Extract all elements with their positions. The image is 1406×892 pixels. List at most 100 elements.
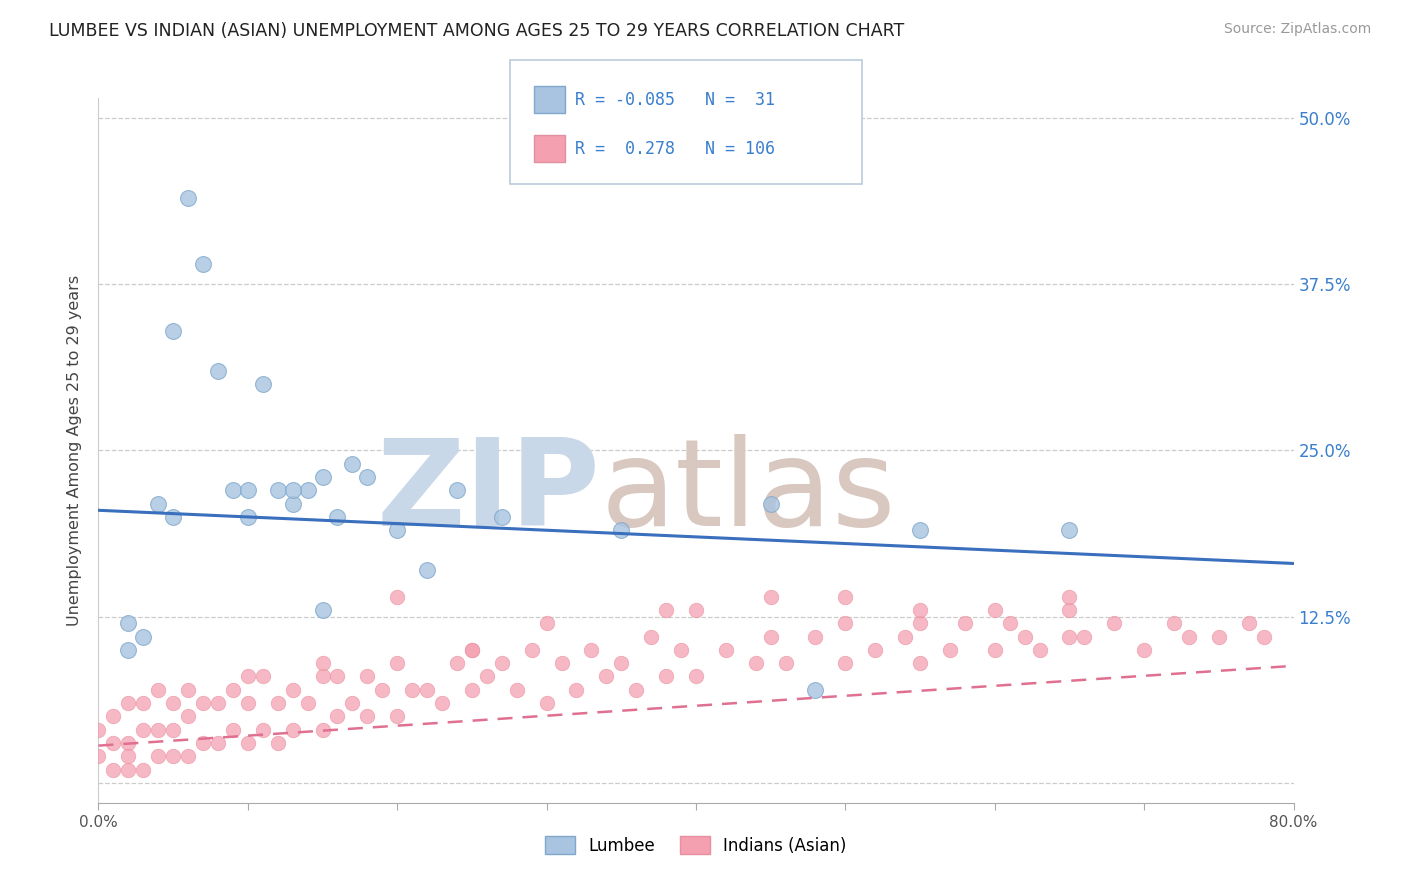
Text: LUMBEE VS INDIAN (ASIAN) UNEMPLOYMENT AMONG AGES 25 TO 29 YEARS CORRELATION CHAR: LUMBEE VS INDIAN (ASIAN) UNEMPLOYMENT AM… [49,22,904,40]
Point [117,643,139,657]
Point [267,736,290,750]
Point [640,630,662,644]
Point [536,696,558,710]
Point [745,656,768,670]
Point [236,736,259,750]
Point [311,669,333,683]
Point [342,457,364,471]
Point [236,669,259,683]
Point [685,603,707,617]
Point [385,709,409,723]
Point [865,643,887,657]
Point [581,643,603,657]
Point [1104,616,1126,631]
Point [117,696,139,710]
Point [1178,630,1201,644]
Point [908,603,931,617]
Point [475,669,498,683]
Point [191,257,214,271]
Point [610,656,633,670]
Point [252,723,274,737]
Text: atlas: atlas [600,434,896,551]
Point [87,749,110,764]
Point [311,603,333,617]
Point [162,696,184,710]
Point [759,497,782,511]
Point [536,616,558,631]
Point [908,656,931,670]
Point [207,736,229,750]
Point [908,523,931,537]
Point [311,656,333,670]
Y-axis label: Unemployment Among Ages 25 to 29 years: Unemployment Among Ages 25 to 29 years [67,275,83,626]
Point [326,669,349,683]
Point [998,616,1021,631]
Point [117,749,139,764]
Point [416,563,439,577]
Point [342,696,364,710]
Point [1133,643,1156,657]
Point [714,643,737,657]
Point [834,590,856,604]
Point [506,682,529,697]
Point [117,763,139,777]
Point [103,763,125,777]
Point [162,723,184,737]
Point [162,510,184,524]
Point [1059,603,1081,617]
Point [446,483,468,498]
Point [491,656,513,670]
Point [1059,590,1081,604]
Point [385,656,409,670]
Point [132,696,155,710]
Point [655,669,678,683]
Point [207,364,229,378]
Point [326,709,349,723]
Point [222,723,245,737]
Point [1253,630,1275,644]
Point [804,682,827,697]
Point [804,630,827,644]
Point [132,763,155,777]
Point [177,191,200,205]
Point [236,696,259,710]
Point [775,656,797,670]
Point [565,682,588,697]
Point [177,682,200,697]
Point [356,669,378,683]
Point [297,483,319,498]
Text: R = -0.085   N =  31: R = -0.085 N = 31 [575,91,775,109]
Point [984,603,1007,617]
Point [371,682,394,697]
Point [326,510,349,524]
Point [281,723,304,737]
Point [191,736,214,750]
Point [446,656,468,670]
Point [385,523,409,537]
Point [461,643,484,657]
Point [132,630,155,644]
Point [685,669,707,683]
Point [834,616,856,631]
Point [297,696,319,710]
Point [267,483,290,498]
Point [148,749,170,764]
Point [148,497,170,511]
Point [311,470,333,484]
Point [267,696,290,710]
Point [1163,616,1185,631]
Point [132,723,155,737]
Point [939,643,962,657]
Point [984,643,1007,657]
Point [207,696,229,710]
Point [148,723,170,737]
Point [1014,630,1036,644]
Point [669,643,692,657]
Point [1208,630,1230,644]
Text: ZIP: ZIP [377,434,600,551]
Point [550,656,572,670]
Point [117,736,139,750]
Point [281,682,304,697]
Point [162,749,184,764]
Point [595,669,617,683]
